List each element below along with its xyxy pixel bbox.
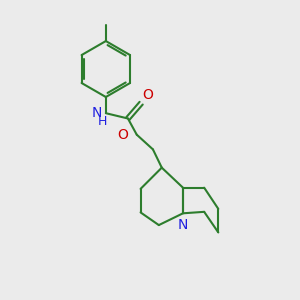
Text: N: N [92,106,102,120]
Text: N: N [178,218,188,232]
Text: H: H [98,115,107,128]
Text: O: O [118,128,128,142]
Text: O: O [142,88,153,102]
